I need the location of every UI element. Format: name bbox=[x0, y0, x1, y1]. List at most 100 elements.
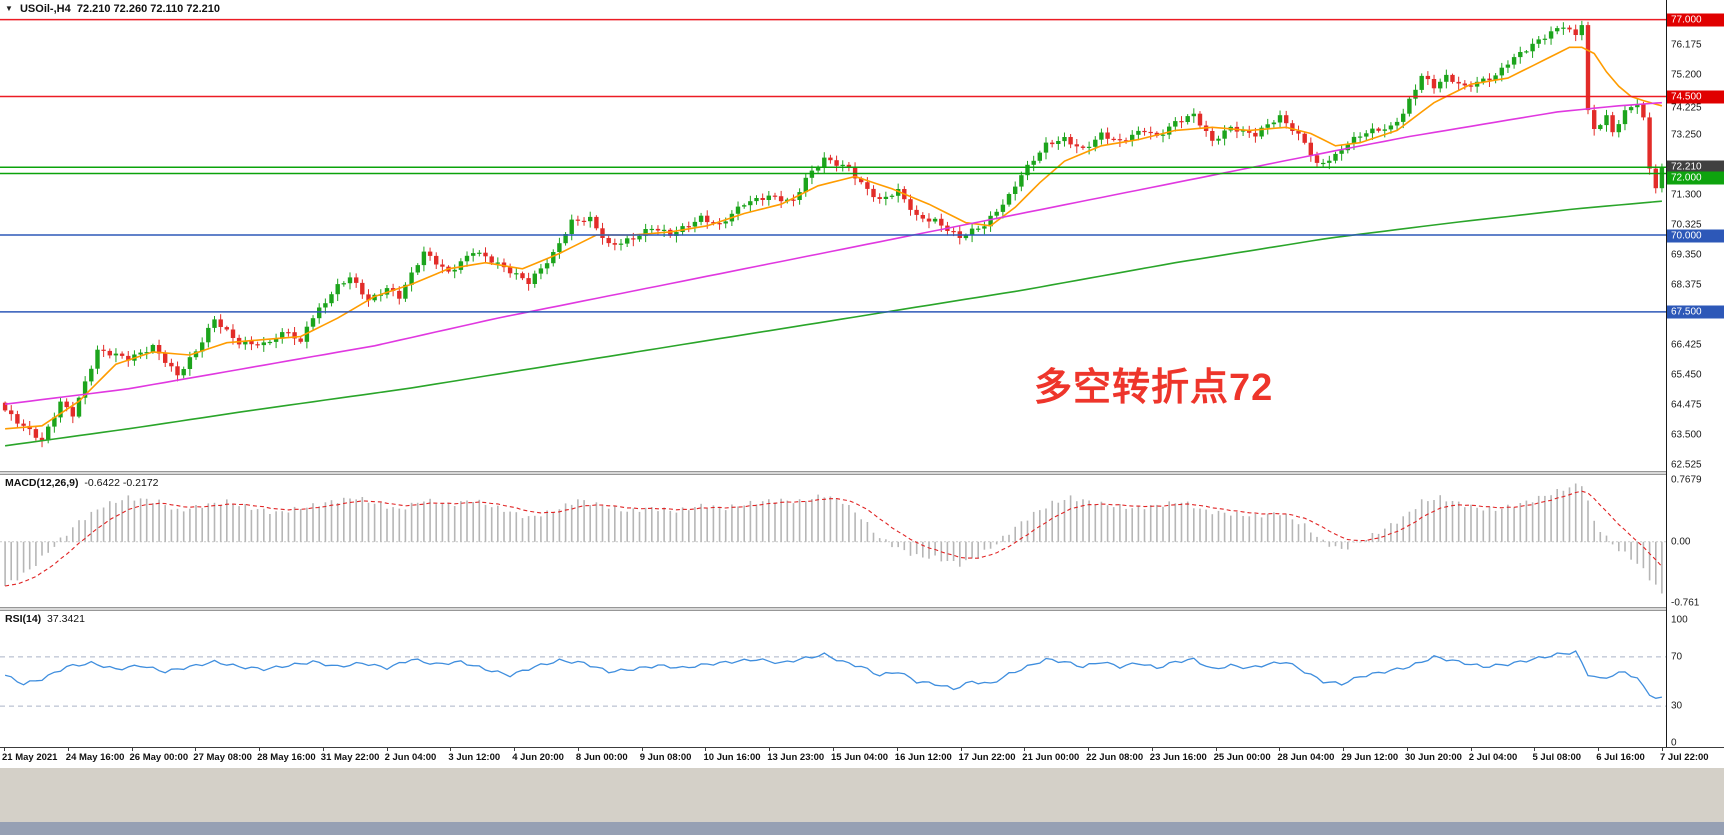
macd-canvas[interactable] bbox=[0, 475, 1666, 607]
candle-body bbox=[1419, 75, 1424, 90]
macd-bar bbox=[1162, 506, 1164, 542]
macd-bar bbox=[1630, 541, 1632, 560]
macd-bar bbox=[805, 501, 807, 542]
macd-bar bbox=[761, 501, 764, 542]
macd-bar bbox=[897, 541, 899, 548]
price-tick-70.000: 70.000 bbox=[1667, 229, 1724, 243]
candle-body bbox=[323, 303, 328, 308]
time-tick-mark bbox=[514, 748, 516, 751]
macd-bar bbox=[1433, 500, 1435, 542]
candle-body bbox=[1345, 143, 1350, 151]
rsi-line bbox=[4, 650, 1663, 699]
symbol-dropdown-icon[interactable]: ▼ bbox=[5, 4, 13, 13]
candle-body bbox=[483, 252, 488, 257]
candle-body bbox=[717, 223, 722, 225]
macd-bar bbox=[219, 504, 222, 542]
macd-bar bbox=[1439, 495, 1441, 542]
rsi-panel[interactable]: RSI(14) 37.3421 bbox=[0, 611, 1666, 747]
macd-bar bbox=[41, 541, 43, 556]
text-annotation[interactable]: 多空转折点72 bbox=[1034, 367, 1274, 409]
candle-body bbox=[680, 226, 685, 232]
macd-bar bbox=[35, 541, 37, 566]
time-tick-mark bbox=[1151, 748, 1153, 751]
macd-bar bbox=[1574, 483, 1577, 542]
macd-bar bbox=[1359, 541, 1361, 543]
macd-bar bbox=[1507, 504, 1509, 542]
macd-bar bbox=[872, 532, 875, 542]
time-axis[interactable]: 21 May 2021 24 May 16:00 26 May 00:00 27 Ma… bbox=[0, 747, 1724, 768]
candle-body bbox=[70, 407, 75, 417]
price-tick-64.475: 64.475 bbox=[1671, 399, 1702, 411]
time-label: 15 Jun 04:00 bbox=[831, 752, 889, 763]
candle-body bbox=[1598, 125, 1603, 129]
macd-bar bbox=[1513, 507, 1515, 542]
macd-bar bbox=[1131, 508, 1133, 542]
candle-body bbox=[2, 402, 8, 411]
macd-bar bbox=[1199, 508, 1201, 542]
candle-body bbox=[1314, 155, 1320, 163]
candle-body bbox=[384, 288, 390, 295]
macd-bar bbox=[250, 509, 253, 542]
candle-body bbox=[951, 231, 956, 233]
candle-body bbox=[434, 255, 439, 265]
bottom-scrollbar[interactable] bbox=[0, 822, 1724, 835]
macd-bar bbox=[478, 499, 481, 542]
candle-body bbox=[193, 351, 199, 358]
macd-bar bbox=[1242, 516, 1244, 542]
macd-bar bbox=[201, 507, 203, 542]
macd-bar bbox=[1100, 501, 1103, 542]
candle-body bbox=[1413, 89, 1418, 99]
macd-bar bbox=[176, 508, 179, 542]
panel-splitter-2[interactable] bbox=[0, 607, 1724, 611]
macd-bar bbox=[860, 519, 862, 542]
candle-body bbox=[440, 264, 445, 267]
macd-bar bbox=[934, 541, 936, 556]
candle-body bbox=[1037, 152, 1042, 161]
macd-bar bbox=[675, 512, 678, 542]
candle-body bbox=[1136, 130, 1141, 135]
candle-body bbox=[1505, 64, 1511, 68]
time-tick-mark bbox=[4, 748, 5, 751]
macd-bar bbox=[1420, 499, 1423, 542]
candle-body bbox=[1068, 137, 1073, 145]
candle-body bbox=[883, 196, 889, 199]
candle-body bbox=[415, 265, 420, 273]
time-label: 27 May 08:00 bbox=[193, 752, 252, 763]
candle-body bbox=[1431, 79, 1437, 89]
candle-body bbox=[255, 344, 260, 346]
time-label: 30 Jun 20:00 bbox=[1404, 752, 1462, 763]
candle-body bbox=[791, 199, 796, 201]
macd-bar bbox=[515, 512, 518, 542]
macd-bar bbox=[1094, 505, 1097, 542]
candle-body bbox=[421, 251, 427, 266]
candle-body bbox=[1173, 121, 1178, 127]
price-axis[interactable]: 77.000 76.175 75.200 74.500 74.225 73.250 72.2… bbox=[1666, 0, 1724, 749]
macd-bar bbox=[663, 507, 665, 542]
candle-body bbox=[286, 332, 291, 334]
candle-body bbox=[914, 209, 919, 215]
candle-body bbox=[569, 219, 574, 234]
macd-bar bbox=[620, 511, 622, 542]
macd-bar bbox=[1230, 515, 1232, 542]
macd-bar bbox=[497, 505, 499, 542]
macd-bar bbox=[312, 503, 314, 542]
macd-bar bbox=[644, 507, 647, 542]
macd-bar bbox=[835, 498, 838, 542]
macd-bar bbox=[583, 500, 585, 542]
macd-bar bbox=[1051, 500, 1053, 542]
candle-body bbox=[1548, 31, 1554, 39]
macd-bar bbox=[1156, 504, 1158, 542]
macd-bar bbox=[570, 504, 573, 542]
time-tick-mark bbox=[1406, 748, 1408, 751]
rsi-canvas[interactable] bbox=[0, 611, 1666, 747]
candle-body bbox=[828, 157, 833, 161]
candle-body bbox=[1167, 126, 1172, 135]
macd-title: MACD(12,26,9) bbox=[5, 477, 79, 489]
main-price-chart[interactable]: ▼ USOil-,H4 72.210 72.260 72.110 72.210 … bbox=[0, 0, 1666, 471]
macd-bar bbox=[1334, 541, 1337, 547]
time-tick-mark bbox=[769, 748, 771, 751]
panel-splitter[interactable] bbox=[0, 471, 1724, 475]
macd-panel[interactable]: MACD(12,26,9) -0.6422 -0.2172 bbox=[0, 475, 1666, 607]
candle-body bbox=[1462, 83, 1467, 86]
candlestick-canvas[interactable] bbox=[0, 0, 1666, 471]
